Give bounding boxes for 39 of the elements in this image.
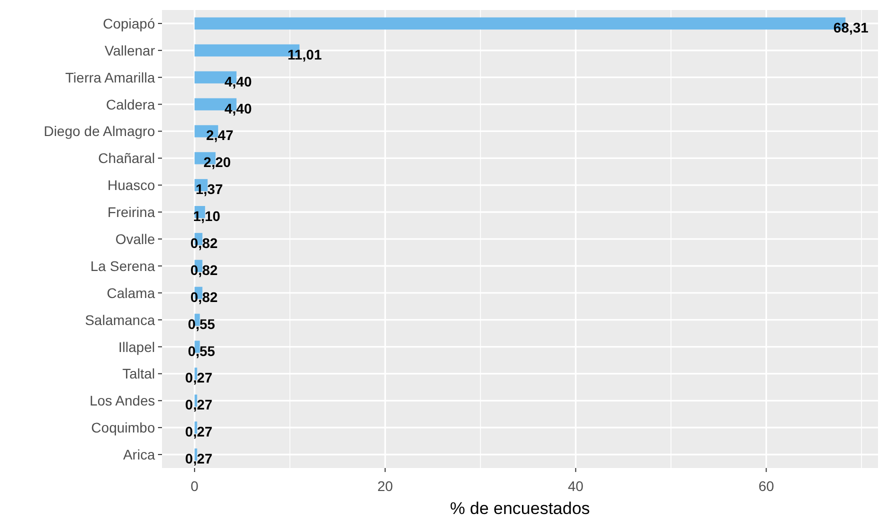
y-tick-label: Salamanca [84, 312, 156, 328]
data-label: 0,27 [185, 450, 213, 467]
y-tick-label: Ovalle [115, 231, 156, 247]
y-tick-label: Copiapó [102, 15, 156, 32]
y-tick-label: Caldera [106, 96, 156, 112]
data-label: 1,37 [196, 181, 224, 198]
y-tick-label: Los Andes [90, 392, 155, 409]
data-label: 11,01 [287, 46, 322, 62]
data-label: 4,40 [224, 73, 252, 90]
y-tick-label: Illapel [118, 338, 155, 355]
x-tick-label: 20 [377, 478, 394, 494]
y-tick-label: La Serena [90, 258, 156, 274]
data-label: 2,47 [206, 127, 234, 144]
data-label: 0,55 [188, 316, 216, 332]
y-tick-label: Calama [106, 284, 156, 301]
data-label: 0,27 [185, 424, 213, 440]
y-tick-label: Coquimbo [91, 420, 156, 436]
x-tick-label: 40 [568, 478, 584, 494]
data-label: 1,10 [193, 208, 221, 224]
y-tick-label: Arica [123, 446, 156, 463]
y-tick-label: Taltal [122, 366, 155, 382]
y-tick-label: Tierra Amarilla [65, 69, 156, 86]
y-tick-label: Huasco [108, 177, 156, 194]
data-label: 0,55 [188, 342, 216, 359]
data-label: 2,20 [204, 154, 232, 170]
x-tick-label: 0 [190, 478, 199, 494]
data-label: 0,82 [190, 288, 218, 305]
y-tick-label: Freirina [108, 204, 156, 220]
data-label: 68,31 [833, 19, 869, 36]
data-label: 0,27 [185, 396, 213, 413]
data-label: 0,82 [190, 235, 218, 251]
data-label: 4,40 [224, 100, 252, 116]
y-tick-label: Diego de Almagro [44, 123, 156, 140]
data-label: 0,82 [190, 262, 218, 278]
y-tick-label: Chañaral [98, 150, 155, 166]
x-axis-title: % de encuestados [450, 499, 590, 518]
data-label: 0,27 [185, 370, 213, 386]
y-tick-label: Vallenar [104, 42, 156, 58]
x-tick-label: 60 [758, 478, 774, 494]
